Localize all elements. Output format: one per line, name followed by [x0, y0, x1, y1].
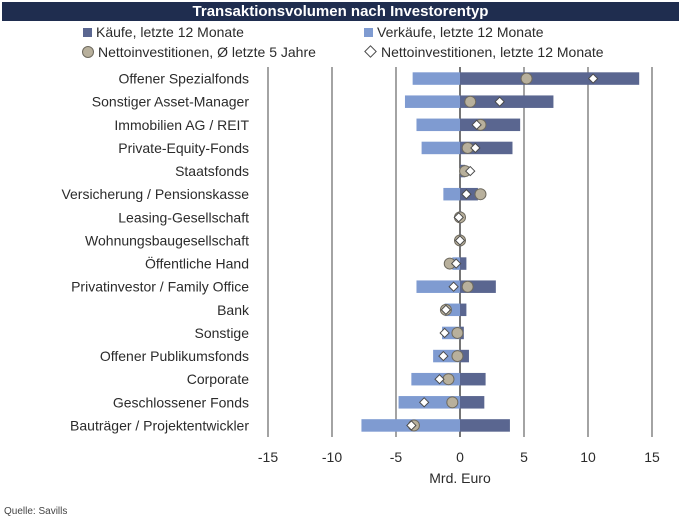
bar-kaeufe-8: [460, 257, 467, 270]
category-label-7: Wohnungsbaugesellschaft: [85, 232, 249, 248]
bar-kaeufe-3: [460, 141, 513, 155]
bar-verkaeufe-9: [416, 280, 460, 293]
category-label-9: Privatinvestor / Family Office: [71, 279, 249, 295]
marker-netto-5j-12: [451, 350, 464, 363]
category-label-13: Corporate: [187, 371, 249, 387]
tick-label-0: -15: [258, 449, 278, 465]
legend-label-kaeufe: Käufe, letzte 12 Monate: [96, 24, 244, 40]
bar-kaeufe-13: [460, 372, 486, 386]
marker-netto-12m-1: [494, 96, 505, 107]
legend-swatch-verkaeufe: [364, 28, 373, 37]
marker-netto-5j-5: [474, 188, 487, 201]
bar-verkaeufe-3: [421, 141, 460, 155]
bar-kaeufe-10: [460, 303, 467, 317]
source-note: Quelle: Savills: [4, 506, 68, 517]
chart-title-bar: Transaktionsvolumen nach Investorentyp: [2, 2, 679, 21]
category-label-15: Bauträger / Projektentwickler: [70, 417, 249, 433]
bar-verkaeufe-2: [416, 118, 460, 132]
marker-netto-5j-14: [446, 396, 459, 409]
marker-netto-12m-2: [471, 119, 482, 131]
bar-kaeufe-12: [460, 349, 469, 363]
tick-label-5: 10: [580, 449, 596, 465]
x-axis-title: Mrd. Euro: [429, 470, 491, 486]
marker-netto-5j-11: [451, 326, 464, 339]
category-label-11: Sonstige: [195, 325, 250, 341]
bar-kaeufe-1: [460, 95, 554, 108]
bar-verkaeufe-5: [443, 187, 460, 201]
bar-kaeufe-15: [460, 419, 510, 432]
marker-netto-5j-9: [461, 280, 474, 293]
tick-label-4: 5: [520, 449, 528, 465]
category-label-12: Offener Publikumsfonds: [100, 348, 249, 364]
legend-item-verkaeufe: Verkäufe, letzte 12 Monate: [364, 24, 544, 40]
category-label-4: Staatsfonds: [175, 163, 249, 179]
tick-label-6: 15: [644, 449, 660, 465]
tick-label-1: -10: [322, 449, 342, 465]
category-label-1: Sonstiger Asset-Manager: [92, 94, 250, 110]
bar-kaeufe-2: [460, 118, 521, 132]
legend-swatch-kaeufe: [83, 28, 92, 37]
bar-verkaeufe-0: [412, 72, 460, 85]
legend-item-kaeufe: Käufe, letzte 12 Monate: [83, 24, 244, 40]
category-label-10: Bank: [217, 302, 250, 318]
legend-item-netto-5j: Nettoinvestitionen, Ø letzte 5 Jahre: [82, 44, 316, 60]
marker-netto-12m-0: [587, 73, 599, 84]
legend-label-netto-12m: Nettoinvestitionen, letzte 12 Monate: [381, 44, 604, 60]
marker-netto-5j-1: [464, 95, 477, 108]
bar-kaeufe-14: [460, 396, 485, 409]
bar-verkaeufe-1: [404, 95, 460, 108]
marker-netto-12m-12: [438, 350, 449, 362]
category-label-0: Offener Spezialfonds: [119, 71, 250, 87]
marker-netto-12m-3: [470, 142, 481, 154]
marker-netto-5j-0: [520, 72, 533, 85]
category-label-6: Leasing-Gesellschaft: [118, 209, 249, 225]
category-label-8: Öffentliche Hand: [145, 255, 249, 272]
category-label-5: Versicherung / Pensionskasse: [61, 186, 249, 202]
marker-netto-12m-14: [418, 397, 430, 408]
legend: Käufe, letzte 12 Monate Verkäufe, letzte…: [0, 22, 681, 64]
category-label-2: Immobilien AG / REIT: [114, 117, 249, 133]
category-label-14: Geschlossener Fonds: [113, 394, 249, 410]
marker-netto-12m-13: [434, 373, 445, 385]
marker-netto-12m-5: [461, 188, 472, 200]
marker-netto-12m-15: [406, 420, 417, 431]
marker-netto-12m-11: [439, 327, 450, 339]
legend-item-netto-12m: Nettoinvestitionen, letzte 12 Monate: [364, 44, 604, 60]
chart-title: Transaktionsvolumen nach Investorentyp: [192, 3, 489, 20]
legend-label-netto-5j: Nettoinvestitionen, Ø letzte 5 Jahre: [98, 44, 316, 60]
marker-netto-12m-10: [440, 304, 452, 316]
marker-netto-12m-4: [465, 165, 476, 177]
category-label-3: Private-Equity-Fonds: [118, 140, 249, 156]
legend-circle-marker: [82, 46, 94, 58]
legend-label-verkaeufe: Verkäufe, letzte 12 Monate: [377, 24, 544, 40]
tick-label-2: -5: [390, 449, 403, 465]
marker-netto-12m-9: [448, 281, 459, 292]
marker-netto-12m-7: [454, 235, 466, 246]
bar-kaeufe-0: [460, 72, 640, 85]
marker-netto-12m-6: [453, 212, 464, 223]
tick-label-3: 0: [456, 449, 464, 465]
marker-netto-12m-8: [450, 258, 462, 269]
